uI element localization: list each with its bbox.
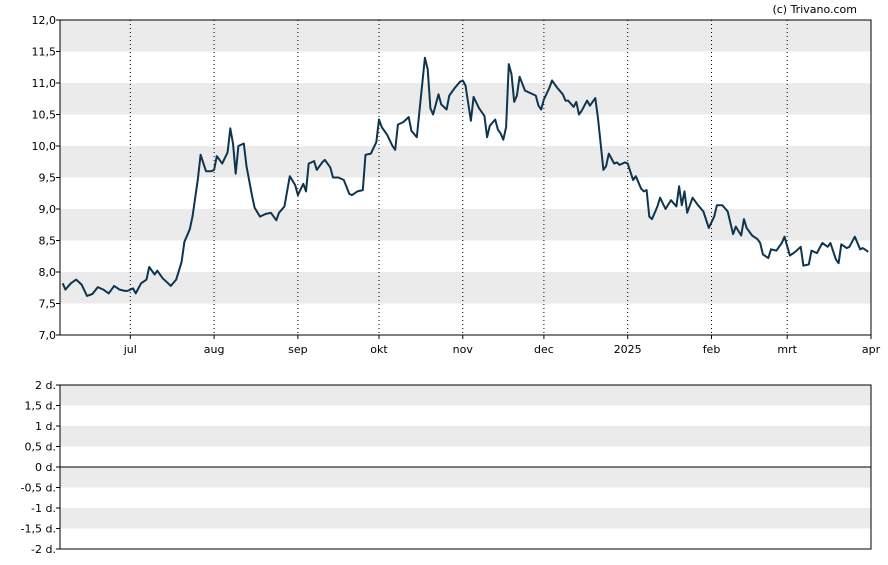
y-tick-label: 10,0: [32, 140, 57, 153]
price-panel: 7,0 7,5 8,0 8,5 9,0 9,5 10,0 10,5 11,0 11,5 12,0 j…: [32, 14, 881, 356]
y-tick-label: 8,5: [39, 235, 57, 248]
y-tick-label: 0 d.: [35, 461, 56, 474]
y-tick-label: 1 d.: [35, 420, 56, 433]
volume-y-axis: -2 d. -1,5 d. -1 d. -0,5 d. 0 d. 0,5 d. 1 d. 1,…: [21, 379, 60, 556]
x-tick-label: mrt: [777, 343, 797, 356]
price-grid-bands: [60, 20, 871, 335]
x-tick-label: sep: [288, 343, 307, 356]
price-grid-band: [60, 209, 871, 241]
x-tick-label: apr: [862, 343, 881, 356]
y-tick-label: 10,5: [32, 109, 57, 122]
x-tick-label: dec: [534, 343, 554, 356]
y-tick-label: 12,0: [32, 14, 57, 27]
x-tick-label: jul: [123, 343, 137, 356]
x-tick-label: feb: [703, 343, 721, 356]
volume-grid-band: [60, 467, 871, 488]
x-tick-label: okt: [370, 343, 388, 356]
price-grid-band: [60, 272, 871, 304]
volume-panel: -2 d. -1,5 d. -1 d. -0,5 d. 0 d. 0,5 d. 1 d. 1,…: [21, 379, 872, 556]
y-tick-label: 9,0: [39, 203, 57, 216]
price-y-axis: 7,0 7,5 8,0 8,5 9,0 9,5 10,0 10,5 11,0 11,5 12,0: [32, 14, 60, 342]
volume-grid-band: [60, 426, 871, 447]
y-tick-label: 2 d.: [35, 379, 56, 392]
y-tick-label: -0,5 d.: [21, 482, 56, 495]
copyright-text: (c) Trivano.com: [772, 3, 857, 16]
x-tick-label: 2025: [614, 343, 642, 356]
y-tick-label: 0,5 d.: [25, 441, 56, 454]
price-month-gridlines: [129, 20, 788, 335]
y-tick-label: 1,5 d.: [25, 400, 56, 413]
x-tick-label: nov: [453, 343, 474, 356]
price-grid-band: [60, 146, 871, 178]
y-tick-label: 11,0: [32, 77, 57, 90]
y-tick-label: -1 d.: [31, 502, 56, 515]
y-tick-label: 11,5: [32, 46, 57, 59]
price-x-axis: jul aug sep okt nov dec 2025 feb mrt apr: [123, 335, 881, 356]
y-tick-label: -1,5 d.: [21, 523, 56, 536]
x-tick-label: aug: [204, 343, 225, 356]
y-tick-label: 9,5: [39, 172, 57, 185]
volume-grid-band: [60, 385, 871, 406]
price-grid-band: [60, 20, 871, 52]
price-series-line: [61, 56, 869, 297]
y-tick-label: 7,0: [39, 329, 57, 342]
y-tick-label: 7,5: [39, 298, 57, 311]
volume-grid-band: [60, 508, 871, 529]
y-tick-label: 8,0: [39, 266, 57, 279]
y-tick-label: -2 d.: [31, 543, 56, 556]
